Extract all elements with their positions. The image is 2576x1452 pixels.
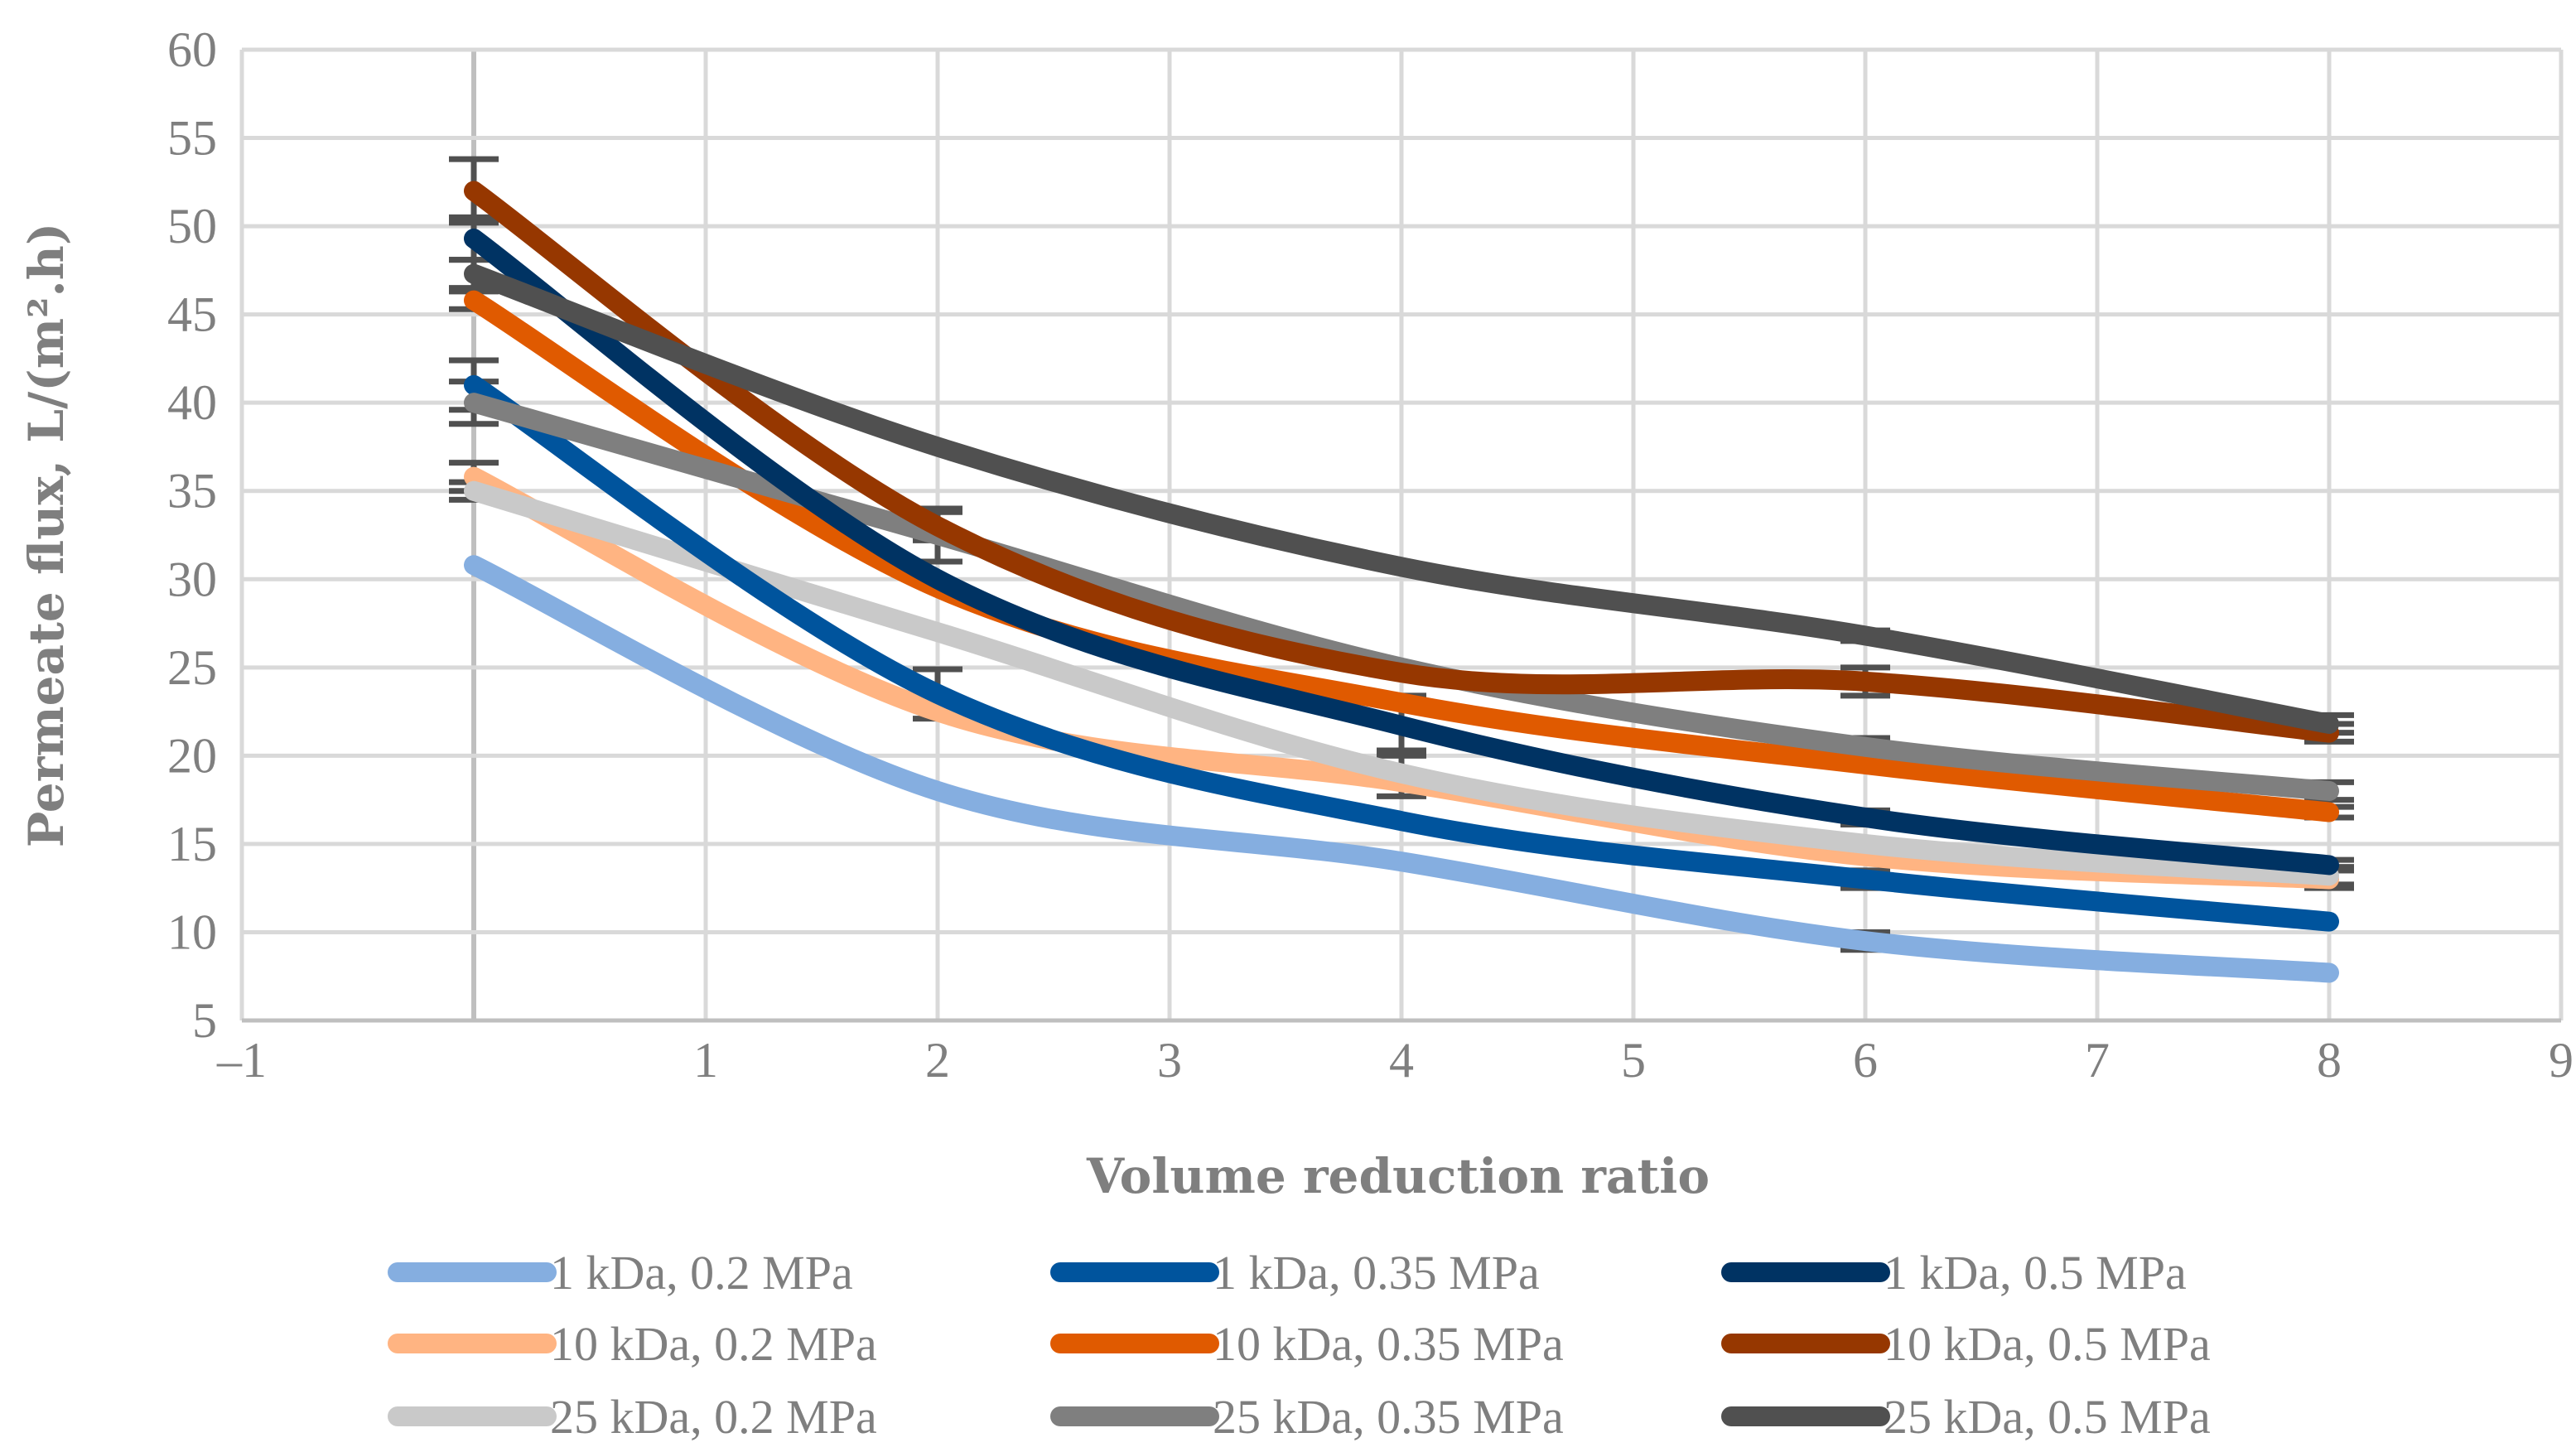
y-tick-label: 45 [167,287,217,342]
y-tick-label: 40 [167,375,217,430]
legend-label: 10 kDa, 0.35 MPa [1213,1317,1564,1371]
y-axis-ticks: 5 10 15 20 25 30 35 40 45 50 55 60 [167,22,217,1048]
series-line [464,374,2339,932]
legend-item: 1 kDa, 0.2 MPa [388,1246,853,1300]
legend-item: 25 kDa, 0.5 MPa [1721,1390,2211,1444]
y-axis-title: Permeate flux, L/(m².h) [18,223,75,848]
x-tick-label: 3 [1157,1033,1182,1088]
series-lines [464,181,2339,983]
y-tick-label: 60 [167,22,217,77]
legend-label: 1 kDa, 0.5 MPa [1884,1246,2187,1300]
x-tick-label: 5 [1621,1033,1646,1088]
x-tick-label: 4 [1389,1033,1414,1088]
y-tick-label: 20 [167,728,217,783]
y-tick-label: 35 [167,464,217,519]
legend-label: 1 kDa, 0.2 MPa [550,1246,853,1300]
legend-label: 1 kDa, 0.35 MPa [1213,1246,1540,1300]
series-line [464,480,2339,886]
x-tick-label: 1 [693,1033,718,1088]
legend-item: 10 kDa, 0.5 MPa [1721,1317,2211,1371]
y-tick-label: 30 [167,552,217,606]
legend-item: 25 kDa, 0.35 MPa [1050,1390,1564,1444]
y-tick-label: 5 [192,993,217,1048]
x-tick-label: 8 [2317,1033,2342,1088]
legend-label: 25 kDa, 0.2 MPa [550,1390,877,1444]
y-tick-label: 55 [167,111,217,166]
legend-item: 25 kDa, 0.2 MPa [388,1390,877,1444]
x-tick-label: –1 [216,1033,267,1088]
x-tick-label: 2 [925,1033,950,1088]
legend-label: 25 kDa, 0.5 MPa [1884,1390,2211,1444]
y-tick-label: 25 [167,640,217,695]
legend: 1 kDa, 0.2 MPa 10 kDa, 0.2 MPa 25 kDa, 0.2… [388,1246,2211,1444]
series-line [464,181,2339,743]
series-line [464,263,2339,735]
legend-item: 10 kDa, 0.35 MPa [1050,1317,1564,1371]
series-line [464,555,2339,983]
legend-item: 1 kDa, 0.5 MPa [1721,1246,2187,1300]
x-tick-label: 9 [2549,1033,2574,1088]
legend-label: 10 kDa, 0.2 MPa [550,1317,877,1371]
legend-item: 1 kDa, 0.35 MPa [1050,1246,1540,1300]
legend-item: 10 kDa, 0.2 MPa [388,1317,877,1371]
y-tick-label: 15 [167,817,217,871]
x-tick-label: 6 [1853,1033,1878,1088]
x-axis-ticks: –1 1 2 3 4 5 6 7 8 9 [216,1033,2574,1088]
y-tick-label: 50 [167,199,217,253]
y-tick-label: 10 [167,904,217,959]
x-axis-title: Volume reduction ratio [1086,1148,1710,1204]
series-line [464,229,2339,876]
legend-label: 10 kDa, 0.5 MPa [1884,1317,2211,1371]
legend-label: 25 kDa, 0.35 MPa [1213,1390,1564,1444]
x-tick-label: 7 [2085,1033,2110,1088]
